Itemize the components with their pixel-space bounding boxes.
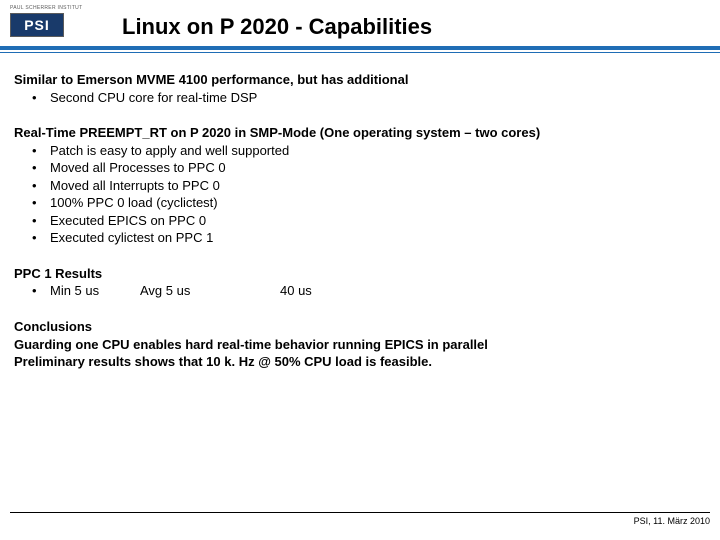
bullet-item: • 100% PPC 0 load (cyclictest) <box>14 194 706 212</box>
bullet-icon: • <box>32 89 50 107</box>
conclusions-line1: Guarding one CPU enables hard real-time … <box>14 336 706 354</box>
section-realtime: Real-Time PREEMPT_RT on P 2020 in SMP-Mo… <box>14 124 706 247</box>
bullet-icon: • <box>32 194 50 212</box>
bullet-item: • Second CPU core for real-time DSP <box>14 89 706 107</box>
bullet-text: Executed cylictest on PPC 1 <box>50 229 213 247</box>
slide-content: Similar to Emerson MVME 4100 performance… <box>0 53 720 371</box>
bullet-icon: • <box>32 212 50 230</box>
bullet-icon: • <box>32 142 50 160</box>
bullet-item: • Executed EPICS on PPC 0 <box>14 212 706 230</box>
bullet-text: Second CPU core for real-time DSP <box>50 89 257 107</box>
bullet-item: • Moved all Processes to PPC 0 <box>14 159 706 177</box>
bullet-icon: • <box>32 159 50 177</box>
logo-block: PSI <box>10 13 64 37</box>
section-results-heading: PPC 1 Results <box>14 265 706 283</box>
bullet-item: • Executed cylictest on PPC 1 <box>14 229 706 247</box>
title-underline <box>0 46 720 53</box>
section-conclusions: Conclusions Guarding one CPU enables har… <box>14 318 706 371</box>
bullet-item: • Moved all Interrupts to PPC 0 <box>14 177 706 195</box>
section-similar-heading: Similar to Emerson MVME 4100 performance… <box>14 71 706 89</box>
section-conclusions-heading: Conclusions <box>14 318 706 336</box>
slide-footer: PSI, 11. März 2010 <box>10 512 710 526</box>
conclusions-line2: Preliminary results shows that 10 k. Hz … <box>14 353 706 371</box>
bullet-icon: • <box>32 282 50 300</box>
footer-text: PSI, 11. März 2010 <box>10 516 710 526</box>
bullet-text: 100% PPC 0 load (cyclictest) <box>50 194 218 212</box>
section-results: PPC 1 Results • Min 5 us Avg 5 us 40 us <box>14 265 706 300</box>
results-avg: Avg 5 us <box>140 282 280 300</box>
psi-logo: PAUL SCHERRER INSTITUT PSI <box>10 6 102 42</box>
section-realtime-heading: Real-Time PREEMPT_RT on P 2020 in SMP-Mo… <box>14 124 706 142</box>
footer-rule <box>10 512 710 513</box>
slide-title: Linux on P 2020 - Capabilities <box>122 8 432 40</box>
section-similar: Similar to Emerson MVME 4100 performance… <box>14 71 706 106</box>
slide-header: PAUL SCHERRER INSTITUT PSI Linux on P 20… <box>0 0 720 42</box>
results-min: Min 5 us <box>50 282 140 300</box>
logo-top-text: PAUL SCHERRER INSTITUT <box>10 6 102 11</box>
results-max: 40 us <box>280 282 312 300</box>
results-row: • Min 5 us Avg 5 us 40 us <box>14 282 706 300</box>
bullet-text: Moved all Processes to PPC 0 <box>50 159 226 177</box>
bullet-icon: • <box>32 177 50 195</box>
bullet-item: • Patch is easy to apply and well suppor… <box>14 142 706 160</box>
bullet-text: Patch is easy to apply and well supporte… <box>50 142 289 160</box>
bullet-text: Moved all Interrupts to PPC 0 <box>50 177 220 195</box>
bullet-text: Executed EPICS on PPC 0 <box>50 212 206 230</box>
bullet-icon: • <box>32 229 50 247</box>
